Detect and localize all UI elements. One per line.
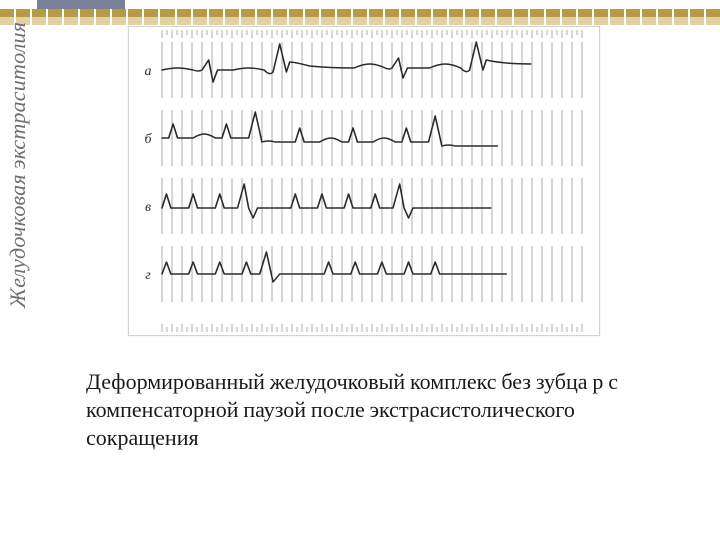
svg-text:г: г (145, 268, 151, 283)
side-title: Желудочковая экстраситолия (5, 22, 31, 308)
svg-text:в: в (145, 200, 151, 215)
tick-bar-top (0, 9, 720, 17)
svg-text:а: а (145, 64, 152, 79)
caption-text: Деформированный желудочковый комплекс бе… (86, 368, 660, 452)
tick-bar-bottom (0, 17, 720, 25)
ecg-figure: а б в г (128, 26, 600, 336)
top-accent-bar (0, 0, 720, 9)
ecg-svg: а б в г (128, 26, 600, 336)
svg-text:б: б (144, 132, 152, 147)
slide: Желудочковая экстраситолия а б в г Деформир… (0, 0, 720, 540)
accent-block (37, 0, 125, 9)
